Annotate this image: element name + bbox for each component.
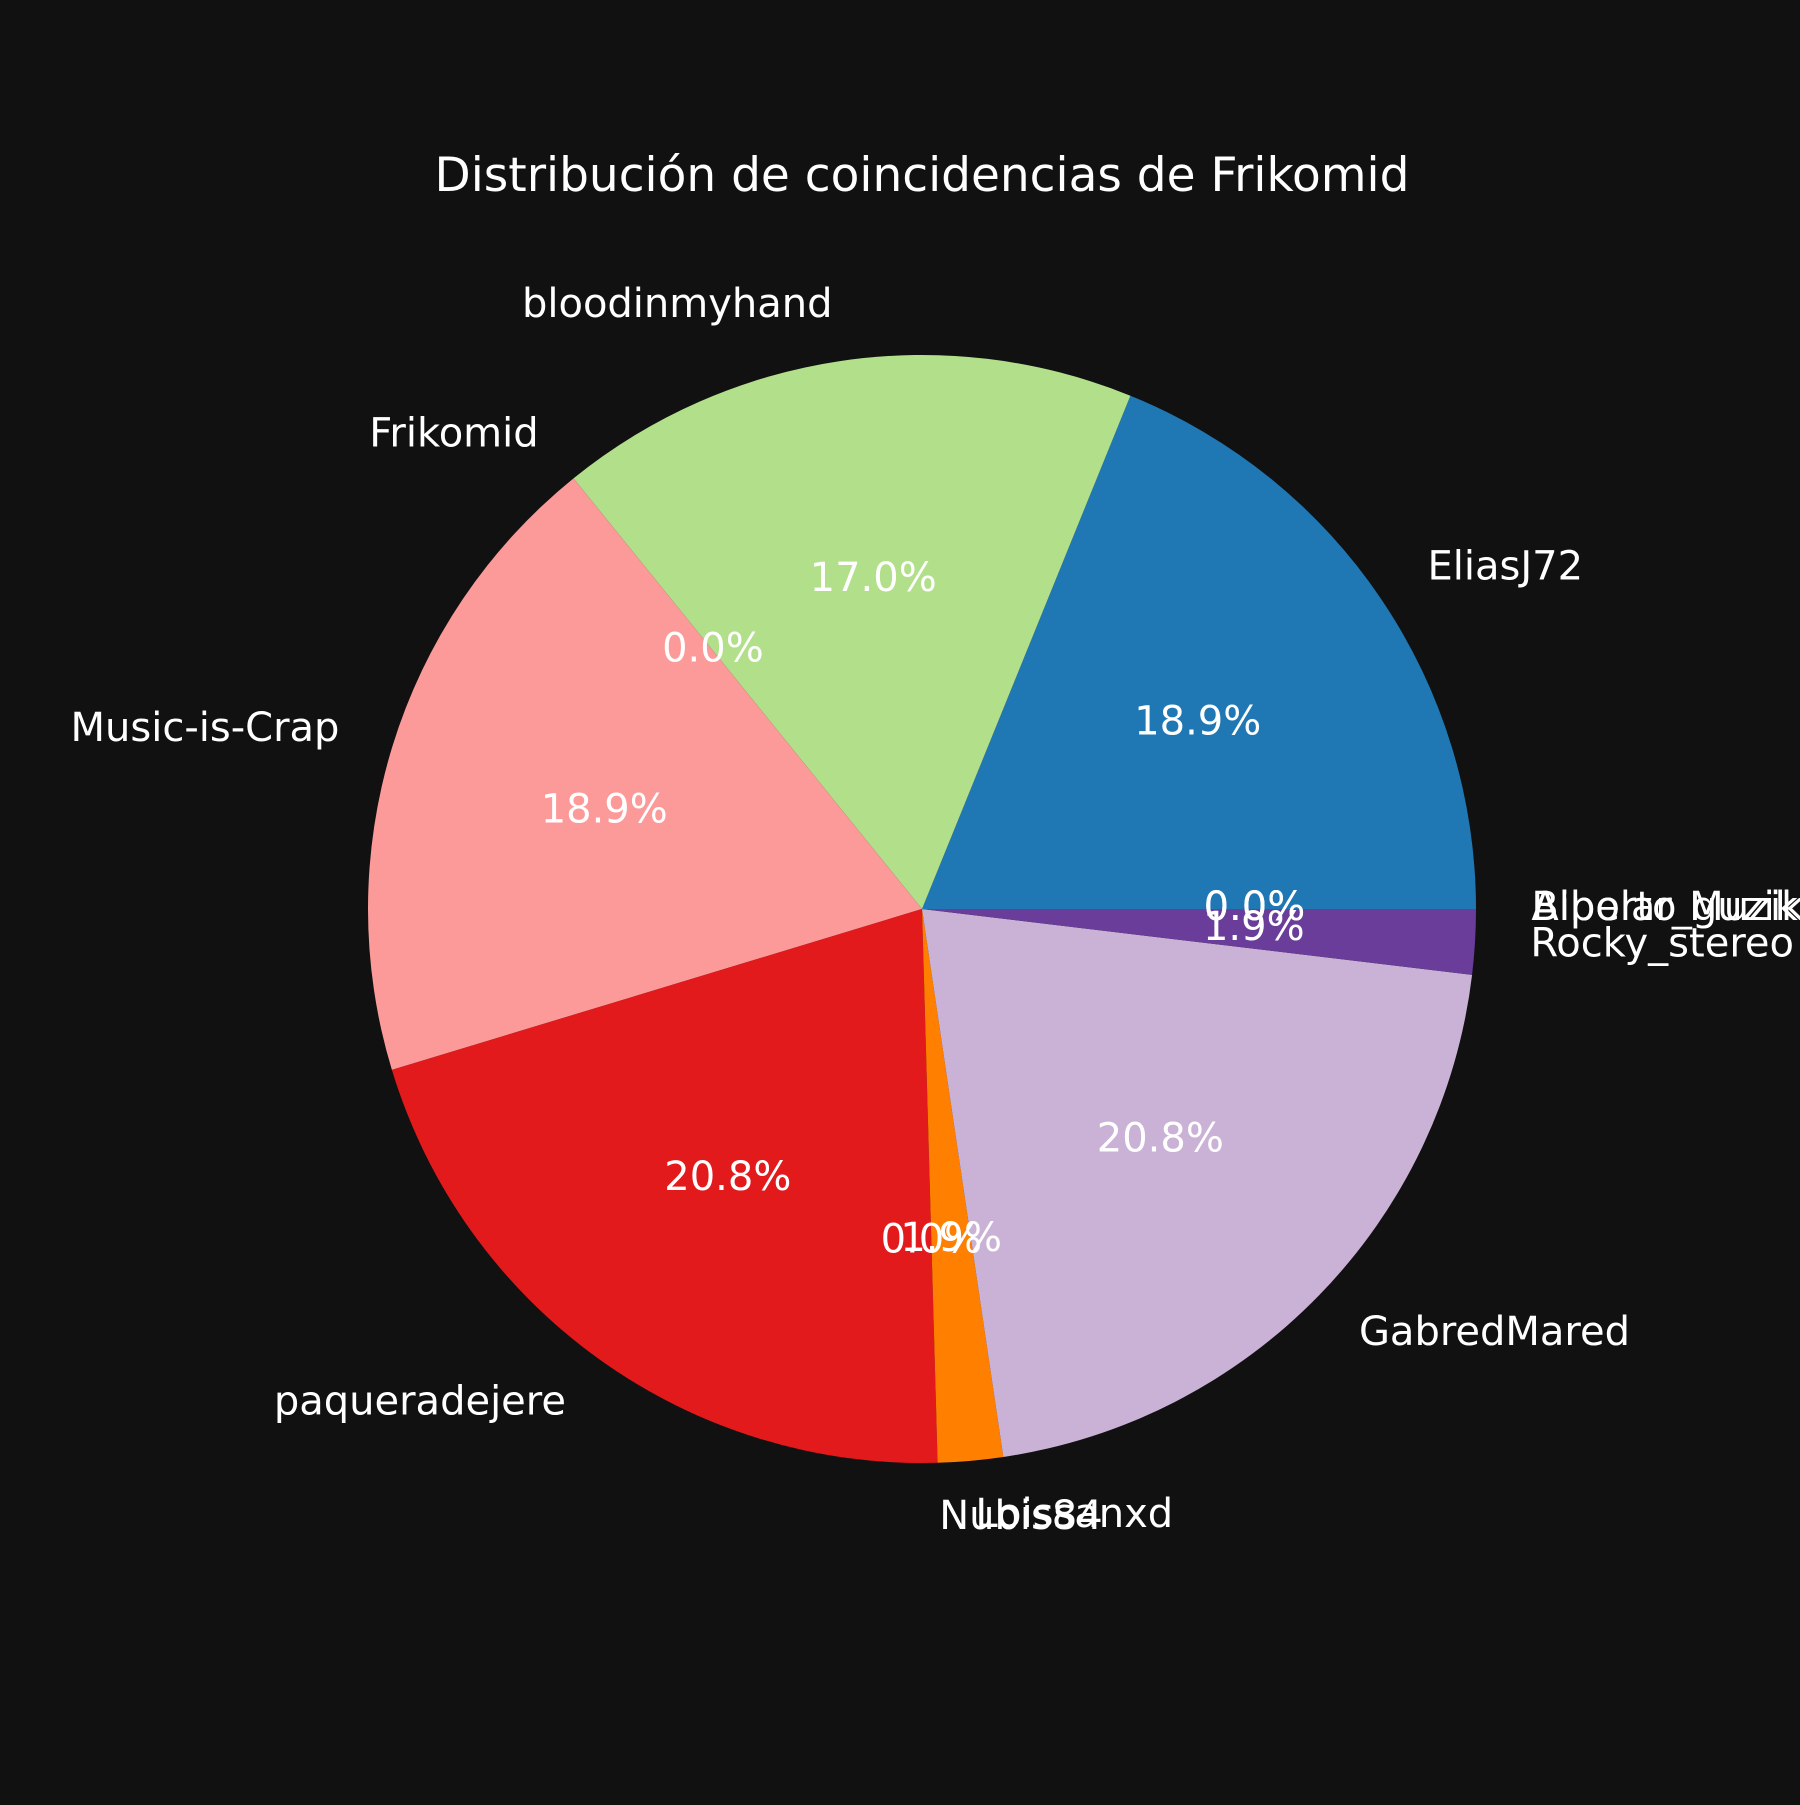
slice-percent-paqueradejere: 20.8%	[664, 1154, 791, 1200]
slice-percent-nubis84: 0.0%	[881, 1216, 983, 1262]
slice-percent-gabredmared: 20.8%	[1097, 1116, 1224, 1162]
slice-label-loissanxd: Loissanxd	[975, 1491, 1173, 1537]
pie-slice-rocky-stereo	[922, 909, 1476, 975]
slice-label-gabredmared: GabredMared	[1359, 1309, 1630, 1355]
slice-label-frikomid: Frikomid	[369, 410, 538, 456]
slice-percent-bloodinmyhand: 17.0%	[810, 555, 937, 601]
slice-label-eliasj72: EliasJ72	[1428, 544, 1584, 590]
slice-percent-alberto-muzik: 0.0%	[1204, 884, 1306, 930]
pie-slice-music-is-crap	[368, 478, 922, 1070]
slice-label-bipolar-guzik: Bipolar_guzik	[1531, 884, 1798, 930]
pie-slice-bloodinmyhand	[573, 354, 1131, 909]
slice-percent-music-is-crap: 18.9%	[541, 786, 668, 832]
pie-slice-gabredmared	[922, 909, 1473, 1457]
slice-percent-eliasj72: 18.9%	[1134, 698, 1261, 744]
slice-label-alberto-muzik: Alberto Muzik	[1531, 884, 1800, 930]
slice-label-bloodinmyhand: bloodinmyhand	[522, 281, 833, 327]
pie-labels: EliasJ72 bloodinmyhand Frikomid Music-is-Cr…	[71, 281, 1800, 1539]
pie-slices	[368, 354, 1476, 1463]
slice-percent-frikomid: 0.0%	[662, 626, 764, 672]
slice-label-rocky-stereo: Rocky_stereo	[1530, 920, 1794, 966]
slice-label-nubis84: Nubis84	[939, 1493, 1103, 1539]
pie-slice-paqueradejere	[391, 909, 938, 1463]
slice-percent-loissanxd: 1.9%	[900, 1215, 1002, 1261]
pie-percent-labels: 18.9%17.0%0.0%18.9%20.8%0.0%1.9%20.8%1.9…	[541, 555, 1306, 1262]
pie-slice-eliasj72	[922, 395, 1476, 910]
slice-label-music-is-crap: Music-is-Crap	[71, 705, 340, 751]
chart-title: Distribución de coincidencias de Frikomi…	[435, 148, 1410, 203]
pie-slice-loissanxd	[922, 909, 1004, 1463]
slice-percent-bipolar-guzik: 0.0%	[1204, 884, 1306, 930]
slice-label-paqueradejere: paqueradejere	[274, 1379, 566, 1425]
slice-percent-rocky-stereo: 1.9%	[1203, 904, 1305, 950]
